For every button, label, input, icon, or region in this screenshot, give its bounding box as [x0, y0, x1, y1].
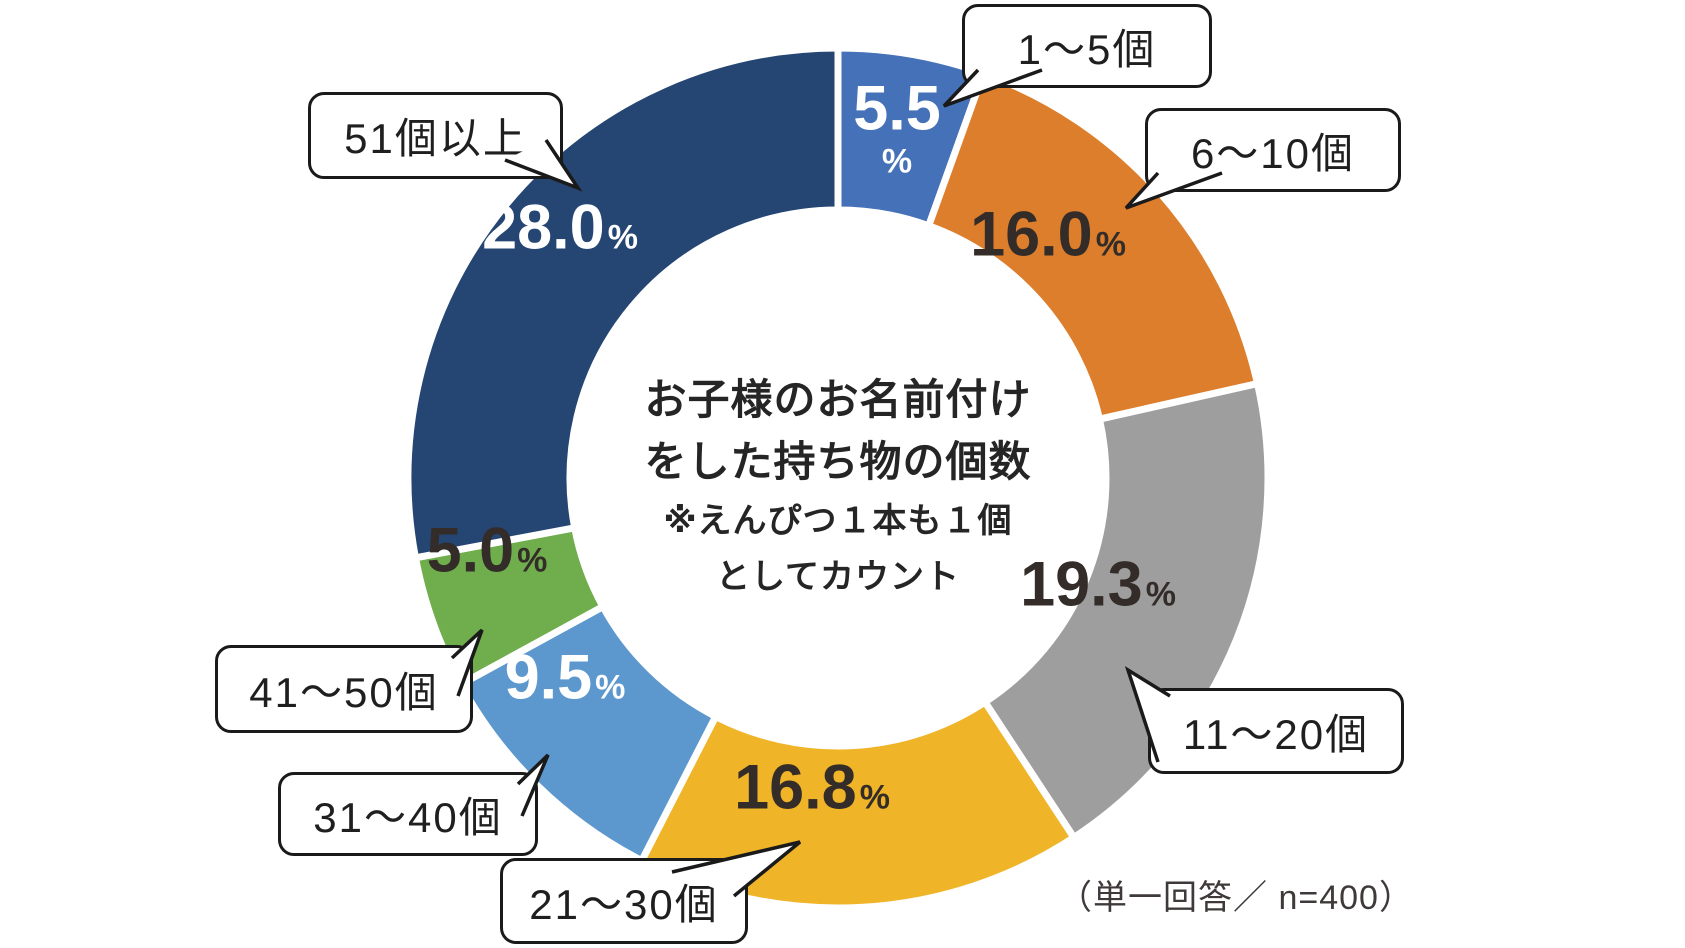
- chart-center-text: お子様のお名前付け をした持ち物の個数 ※えんぴつ１本も１個 としてカウント: [644, 369, 1031, 605]
- bubble-label-21〜30個: 21〜30個: [500, 858, 748, 944]
- value-unit: %: [1145, 575, 1176, 614]
- center-note-line1: ※えんぴつ１本も１個: [663, 502, 1013, 540]
- bubble-label-11〜20個: 11〜20個: [1148, 688, 1404, 774]
- value-number: 16.0: [970, 199, 1093, 270]
- value-number: 9.5: [504, 642, 593, 713]
- value-number: 16.8: [734, 752, 857, 823]
- value-unit: %: [1095, 225, 1126, 264]
- value-number: 28.0: [482, 192, 605, 263]
- bubble-label-51個以上: 51個以上: [308, 92, 563, 179]
- segment-value-1〜5個: 5.5%: [853, 73, 941, 181]
- value-number: 19.3: [1020, 549, 1143, 620]
- bubble-label-1〜5個: 1〜5個: [962, 4, 1212, 88]
- sample-size-note: （単一回答／ n=400）: [1058, 879, 1414, 917]
- center-title-line2: をした持ち物の個数: [644, 438, 1032, 485]
- center-title-line1: お子様のお名前付け: [644, 376, 1032, 423]
- segment-value-11〜20個: 19.3%: [1020, 549, 1176, 620]
- value-unit: %: [881, 142, 913, 181]
- segment-value-31〜40個: 9.5%: [504, 642, 626, 713]
- bubble-label-31〜40個: 31〜40個: [278, 772, 538, 856]
- segment-11〜20個: [980, 379, 1272, 843]
- bubble-label-6〜10個: 6〜10個: [1145, 108, 1401, 192]
- segment-51個以上: [404, 44, 842, 562]
- value-unit: %: [517, 541, 548, 580]
- value-unit: %: [859, 778, 890, 817]
- center-note-line2: としてカウント: [716, 558, 960, 596]
- segment-6〜10個: [924, 68, 1262, 424]
- value-unit: %: [595, 668, 626, 707]
- segment-value-51個以上: 28.0%: [482, 192, 638, 263]
- segment-value-21〜30個: 16.8%: [734, 752, 890, 823]
- segment-value-6〜10個: 16.0%: [970, 199, 1126, 270]
- segment-value-41〜50個: 5.0%: [426, 515, 548, 586]
- value-unit: %: [607, 218, 638, 257]
- value-number: 5.0: [426, 515, 515, 586]
- value-number: 5.5: [853, 73, 941, 144]
- bubble-label-41〜50個: 41〜50個: [215, 645, 473, 733]
